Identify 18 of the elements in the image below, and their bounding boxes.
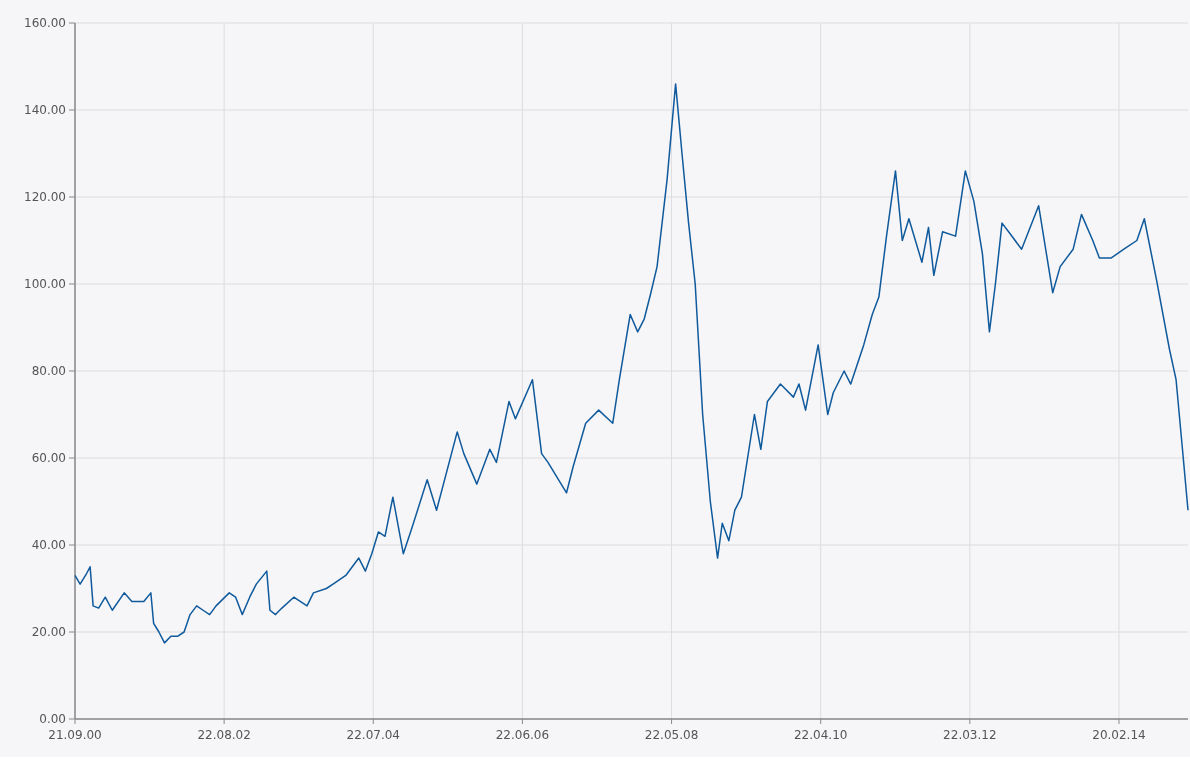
- x-tick-label: 21.09.00: [48, 728, 102, 742]
- y-tick-label: 0.00: [39, 712, 66, 727]
- x-tick-label: 22.04.10: [793, 728, 848, 742]
- y-tick-label: 100.00: [24, 277, 66, 292]
- x-tick-label: 22.07.04: [346, 728, 400, 742]
- x-tick-label: 20.02.14: [1092, 728, 1146, 742]
- y-tick-label: 140.00: [24, 103, 66, 118]
- y-tick-label: 160.00: [24, 16, 66, 31]
- y-tick-label: 60.00: [31, 451, 66, 466]
- y-tick-label: 120.00: [24, 190, 66, 205]
- x-tick-label: 22.06.06: [495, 728, 550, 742]
- x-tick-label: 22.05.08: [644, 728, 699, 742]
- line-series: [74, 83, 1189, 644]
- y-tick-label: 40.00: [31, 538, 66, 553]
- x-tick-label: 22.08.02: [197, 728, 251, 742]
- y-tick-label: 80.00: [31, 364, 66, 379]
- x-tick-label: 22.03.12: [943, 728, 997, 742]
- y-tick-label: 20.00: [31, 625, 66, 640]
